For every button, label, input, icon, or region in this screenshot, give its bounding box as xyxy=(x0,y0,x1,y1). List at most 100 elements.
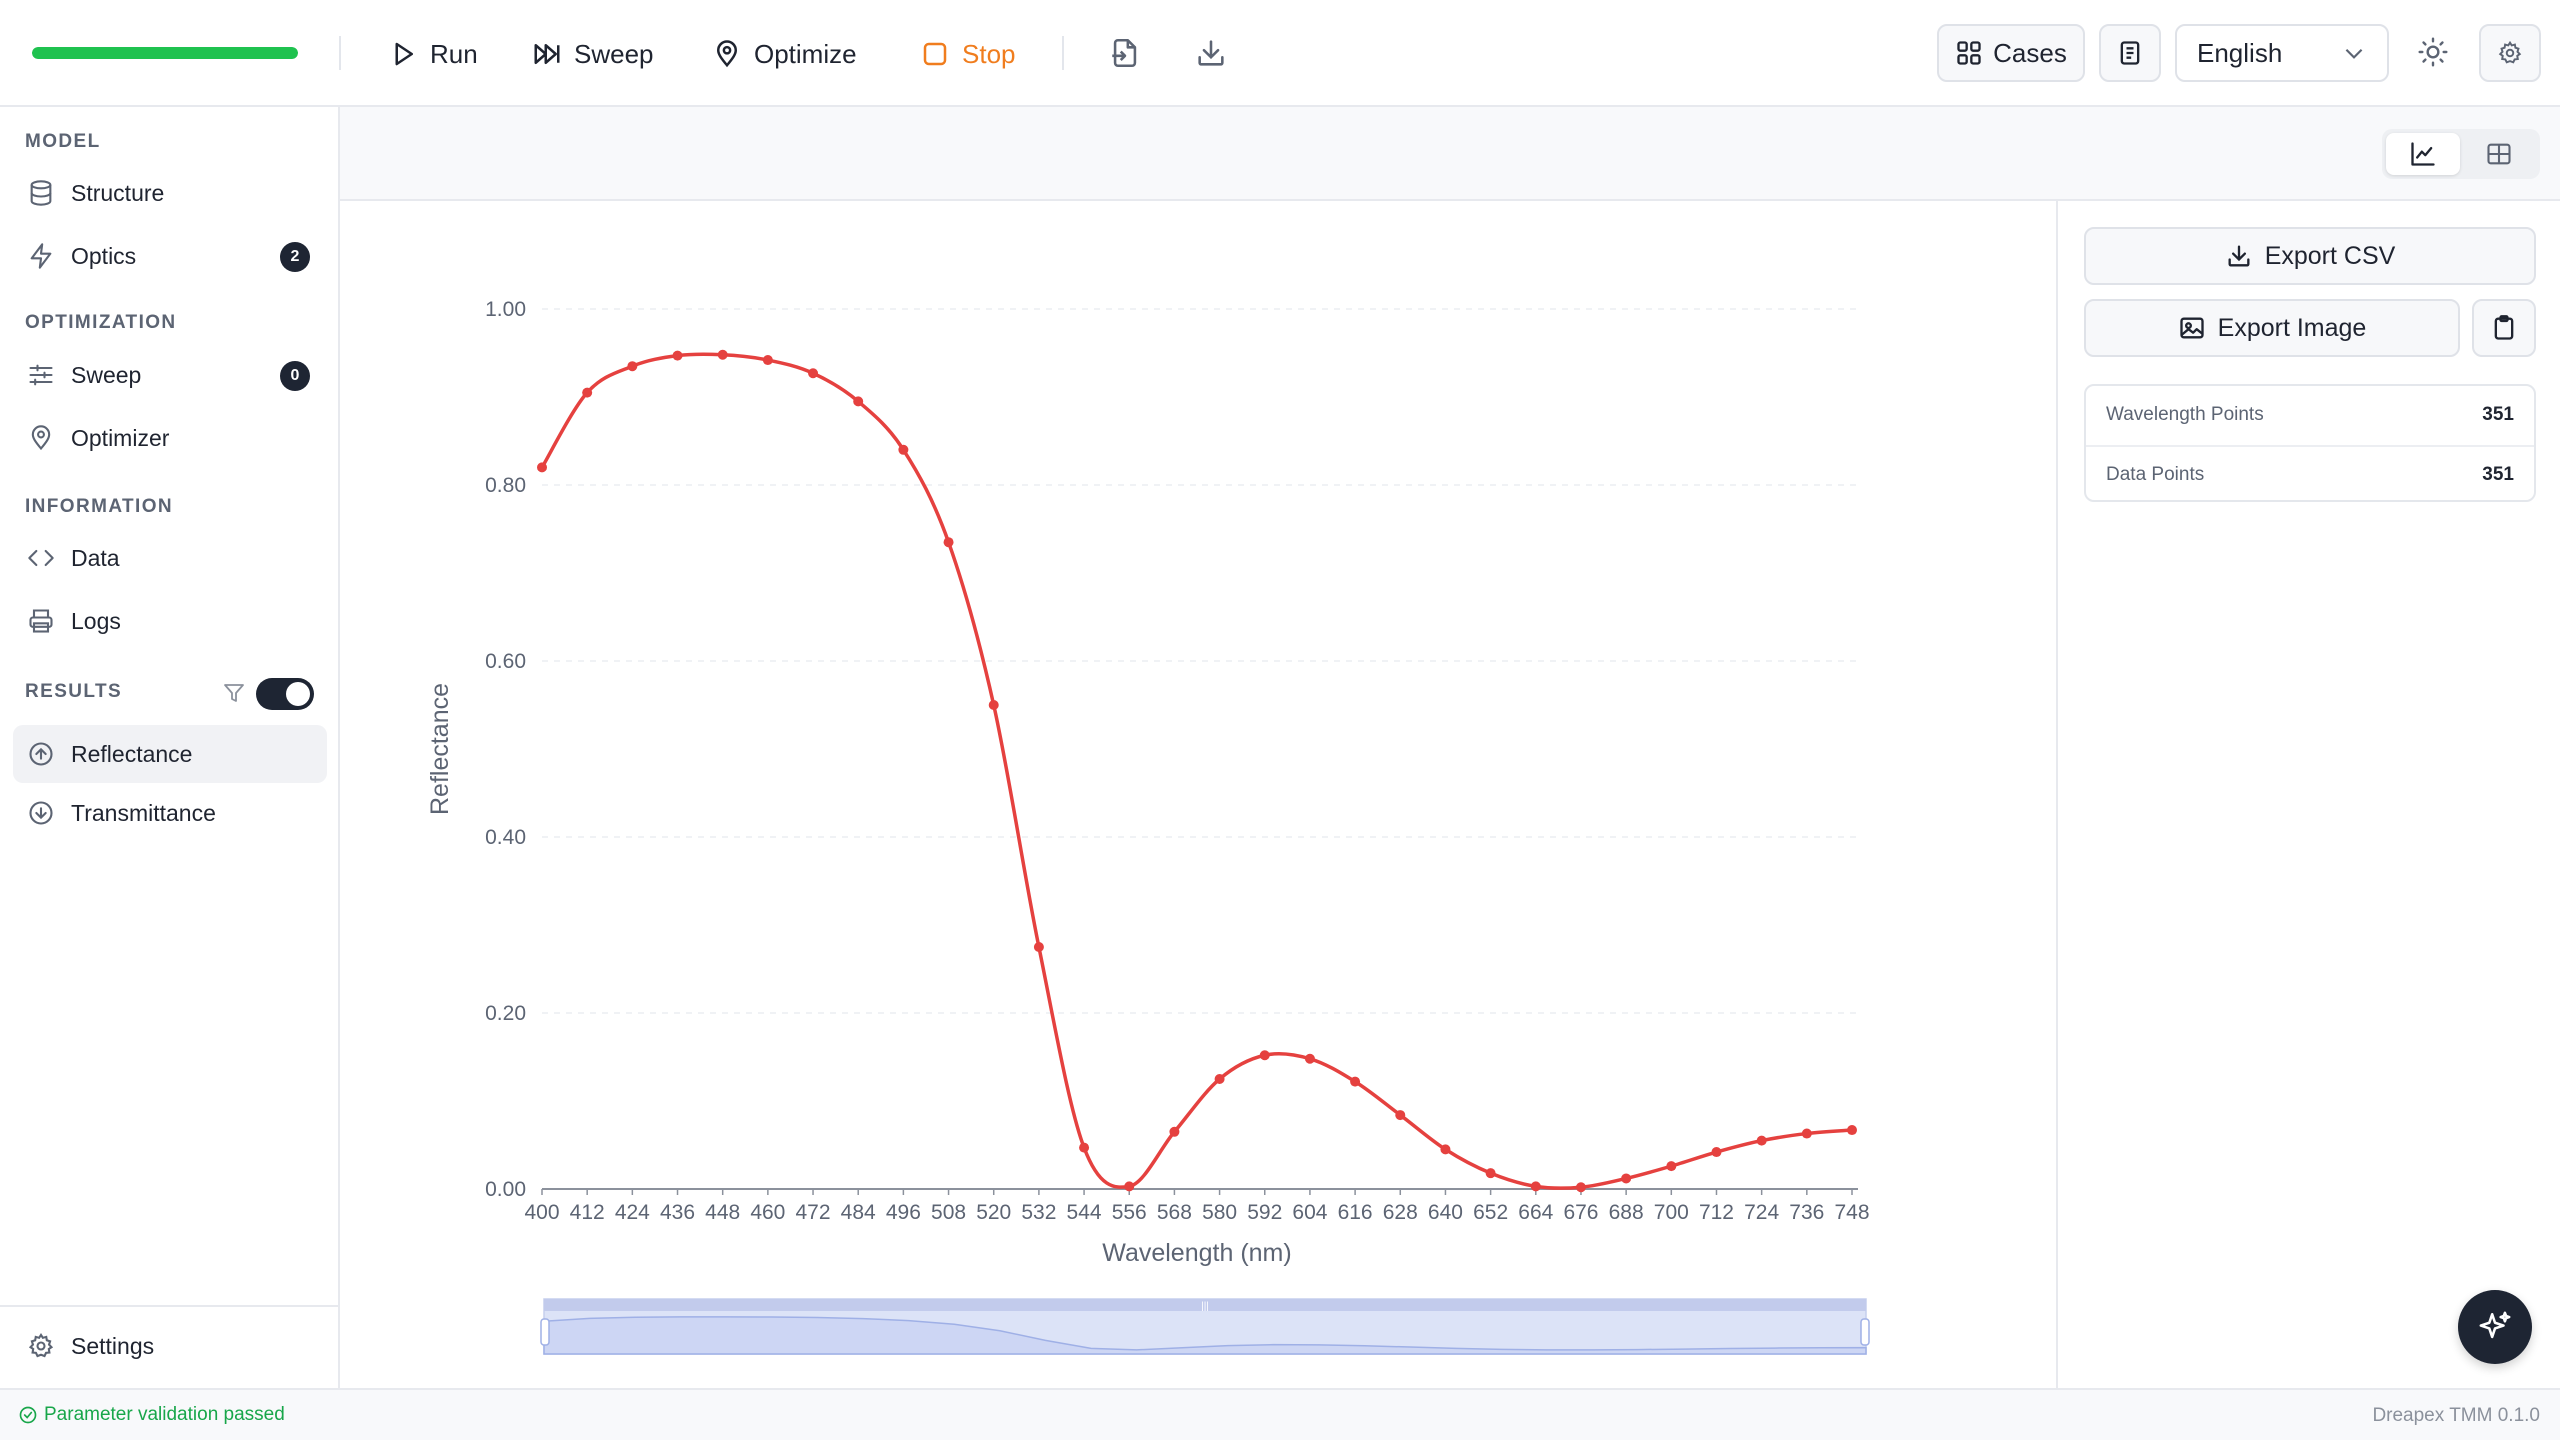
sidebar-item-settings[interactable]: Settings xyxy=(13,1318,327,1374)
play-icon xyxy=(395,42,413,66)
export-image-button[interactable]: Export Image xyxy=(2084,299,2460,357)
sparkle-icon xyxy=(2479,1311,2511,1339)
data-point[interactable] xyxy=(1124,1181,1135,1192)
sidebar-item-sweep[interactable]: Sweep 0 xyxy=(13,347,327,403)
data-point[interactable] xyxy=(988,700,999,710)
optimize-button[interactable]: Optimize xyxy=(712,30,857,78)
data-point[interactable] xyxy=(717,349,728,360)
data-point[interactable] xyxy=(537,462,547,473)
sweep-label: Sweep xyxy=(574,38,654,69)
results-toggle[interactable] xyxy=(256,678,314,710)
data-point[interactable] xyxy=(1530,1181,1541,1192)
stop-label: Stop xyxy=(962,38,1016,69)
sweep-button[interactable]: Sweep xyxy=(532,30,654,78)
data-point[interactable] xyxy=(1666,1161,1677,1172)
progress-bar xyxy=(32,47,298,59)
reflectance-chart[interactable]: 0.00 0.20 0.40 0.60 0.80 1.00 400 412 424 436 448 4… xyxy=(340,201,2056,1388)
wavelength-points-label: Wavelength Points xyxy=(2106,403,2264,425)
image-icon xyxy=(2179,317,2204,339)
data-point[interactable] xyxy=(1485,1168,1496,1179)
x-tick-label: 640 xyxy=(1428,1201,1463,1224)
sidebar-item-transmittance[interactable]: Transmittance xyxy=(13,785,327,841)
stop-button[interactable]: Stop xyxy=(920,30,1016,78)
x-tick-label: 748 xyxy=(1834,1201,1869,1224)
notes-button[interactable] xyxy=(2099,24,2161,82)
data-point[interactable] xyxy=(1395,1110,1406,1121)
data-point[interactable] xyxy=(808,368,819,379)
table-icon xyxy=(2487,143,2511,165)
sidebar-item-label: Settings xyxy=(71,1332,155,1359)
data-point[interactable] xyxy=(943,537,954,548)
data-point[interactable] xyxy=(898,444,909,455)
zoom-grip[interactable]: ||| xyxy=(1201,1301,1209,1312)
x-tick-label: 712 xyxy=(1699,1201,1734,1224)
data-point[interactable] xyxy=(1214,1074,1225,1084)
toggle-knob xyxy=(286,682,310,706)
sidebar-item-reflectance[interactable]: Reflectance xyxy=(13,725,327,783)
data-point[interactable] xyxy=(1304,1053,1315,1064)
data-point[interactable] xyxy=(853,396,864,407)
data-point[interactable] xyxy=(1711,1147,1722,1158)
sidebar-item-optimizer[interactable]: Optimizer xyxy=(13,410,327,466)
chart-view-button[interactable] xyxy=(2386,133,2460,175)
data-point[interactable] xyxy=(1440,1144,1451,1155)
sidebar-item-label: Transmittance xyxy=(71,799,216,826)
data-point[interactable] xyxy=(1169,1126,1180,1137)
language-select[interactable]: English xyxy=(2175,24,2389,82)
status-bar: Parameter validation passed Dreapex TMM … xyxy=(0,1388,2560,1440)
import-file-icon[interactable] xyxy=(1108,36,1142,70)
settings-top-button[interactable] xyxy=(2479,24,2541,82)
data-point[interactable] xyxy=(1756,1135,1767,1146)
data-point[interactable] xyxy=(1575,1182,1586,1193)
data-point[interactable] xyxy=(1847,1125,1857,1136)
filter-icon[interactable] xyxy=(222,680,246,706)
zoom-slider-handle-bar[interactable] xyxy=(544,1299,1866,1311)
data-point[interactable] xyxy=(762,355,773,366)
progress-fill xyxy=(32,47,298,59)
info-row-wavelength: Wavelength Points 351 xyxy=(2086,386,2534,443)
run-button[interactable]: Run xyxy=(388,30,478,78)
data-point[interactable] xyxy=(627,361,638,372)
data-point[interactable] xyxy=(1350,1076,1361,1087)
code-icon xyxy=(28,549,54,567)
data-point[interactable] xyxy=(1801,1128,1812,1139)
section-optimization: OPTIMIZATION xyxy=(25,312,177,333)
data-point[interactable] xyxy=(1033,942,1044,952)
arrow-up-circle-icon xyxy=(29,742,53,766)
x-tick-label: 448 xyxy=(705,1201,740,1224)
zoom-handle-left[interactable] xyxy=(540,1318,550,1346)
wavelength-points-value: 351 xyxy=(2482,403,2514,425)
data-point[interactable] xyxy=(1621,1173,1632,1184)
sidebar-item-structure[interactable]: Structure xyxy=(13,165,327,221)
data-point[interactable] xyxy=(1259,1050,1270,1061)
copy-clipboard-button[interactable] xyxy=(2472,299,2536,357)
download-icon[interactable] xyxy=(1194,36,1228,70)
data-point[interactable] xyxy=(582,387,593,398)
line-chart-icon xyxy=(2411,142,2435,166)
sidebar-divider xyxy=(0,1305,338,1307)
sun-icon[interactable] xyxy=(2417,36,2449,68)
data-point[interactable] xyxy=(672,350,683,361)
info-table: Wavelength Points 351 Data Points 351 xyxy=(2084,384,2536,502)
grid-icon xyxy=(1957,41,1981,65)
data-points-label: Data Points xyxy=(2106,463,2205,485)
cases-button[interactable]: Cases xyxy=(1937,24,2085,82)
export-csv-button[interactable]: Export CSV xyxy=(2084,227,2536,285)
sidebar-item-data[interactable]: Data xyxy=(13,530,327,586)
sidebar-item-optics[interactable]: Optics 2 xyxy=(13,228,327,284)
run-label: Run xyxy=(430,38,478,69)
sidebar-item-label: Optimizer xyxy=(71,424,170,451)
sidebar-item-label: Sweep xyxy=(71,361,142,388)
zoom-handle-right[interactable] xyxy=(1860,1318,1870,1346)
x-tick-label: 616 xyxy=(1338,1201,1373,1224)
x-tick-label: 556 xyxy=(1112,1201,1147,1224)
x-tick-label: 700 xyxy=(1654,1201,1689,1224)
x-tick-label: 520 xyxy=(976,1201,1011,1224)
data-point[interactable] xyxy=(1079,1142,1090,1153)
y-tick-label: 0.20 xyxy=(485,1002,526,1025)
sidebar-item-label: Reflectance xyxy=(71,740,193,767)
sidebar-item-logs[interactable]: Logs xyxy=(13,593,327,649)
ai-assistant-button[interactable] xyxy=(2458,1290,2532,1364)
data-points-value: 351 xyxy=(2482,463,2514,485)
table-view-button[interactable] xyxy=(2462,133,2536,175)
